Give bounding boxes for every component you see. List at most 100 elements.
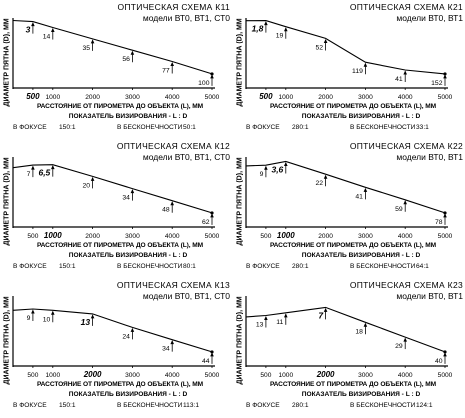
x-tick-label: 2000 bbox=[85, 233, 100, 240]
arrow-head bbox=[130, 50, 135, 55]
spot-value-label: 34 bbox=[162, 346, 170, 353]
arrow-head bbox=[264, 21, 268, 26]
arrow-head bbox=[323, 307, 328, 312]
ratio-row: В ФОКУСЕ 280:1 В БЕСКОНЕЧНОСТИ64:1 bbox=[246, 263, 446, 270]
arrow-head bbox=[443, 352, 447, 357]
chart-panel: 500 1000 2000 3000 4000 5000 9 10 13 24 34 44 ОПТИЧЕ… bbox=[0, 280, 231, 418]
x-tick-label: 2000 bbox=[85, 94, 100, 101]
ratio-label: ПОКАЗАТЕЛЬ ВИЗИРОВАНИЯ - L : D bbox=[301, 113, 421, 120]
arrow-head bbox=[443, 74, 447, 79]
ratio-label: ПОКАЗАТЕЛЬ ВИЗИРОВАНИЯ - L : D bbox=[301, 252, 421, 259]
spot-value-label: 9 bbox=[27, 315, 31, 322]
x-axis-label: РАССТОЯНИЕ ОТ ПИРОМЕТРА ДО ОБЪЕКТА (L), … bbox=[269, 103, 437, 110]
focus-label: В ФОКУСЕ bbox=[13, 263, 47, 270]
ratio-row: В ФОКУСЕ 280:1 В БЕСКОНЕЧНОСТИ124:1 bbox=[246, 402, 446, 409]
x-tick-label: 4000 bbox=[165, 233, 180, 240]
infinity-label: В БЕСКОНЕЧНОСТИ bbox=[350, 402, 416, 409]
spot-value-label: 44 bbox=[202, 358, 210, 365]
chart-plot: 500 1000 2000 3000 4000 5000 3 14 35 56 77 100 bbox=[12, 18, 220, 101]
x-tick-label: 5000 bbox=[205, 233, 220, 240]
arrow-head bbox=[443, 213, 447, 218]
curve-end-point bbox=[443, 72, 447, 76]
x-axis-label: РАССТОЯНИЕ ОТ ПИРОМЕТРА ДО ОБЪЕКТА (L), … bbox=[36, 103, 204, 110]
arrow-head bbox=[31, 22, 35, 27]
y-axis-label: ДИАМЕТР ПЯТНА (D), ММ bbox=[3, 296, 11, 385]
spot-value-label: 41 bbox=[355, 193, 363, 200]
infinity-ratio: 124:1 bbox=[416, 402, 433, 409]
spot-value-label: 59 bbox=[395, 206, 403, 213]
x-tick-label: 500 bbox=[27, 372, 38, 379]
arrow-head bbox=[284, 161, 288, 166]
chart-plot: 500 1000 2000 3000 4000 5000 9 10 13 24 34 44 bbox=[12, 296, 220, 379]
chart-panel: 500 1000 2000 3000 4000 5000 1,8 19 52 119 41 152 ОП… bbox=[233, 2, 464, 140]
spot-value-label: 10 bbox=[43, 316, 51, 323]
spot-value-label: 9 bbox=[260, 171, 264, 178]
arrow-head bbox=[130, 189, 135, 194]
chart-subtitle: модели ВТ0, ВТ1, СТ0 bbox=[142, 13, 230, 23]
x-tick-label: 1000 bbox=[44, 231, 62, 240]
x-tick-label: 1000 bbox=[45, 372, 60, 379]
spot-size-line bbox=[12, 308, 213, 353]
curve-end-point bbox=[443, 211, 447, 215]
ratio-label: ПОКАЗАТЕЛЬ ВИЗИРОВАНИЯ - L : D bbox=[301, 391, 421, 398]
arrow-head bbox=[403, 70, 407, 75]
arrow-head bbox=[284, 27, 288, 32]
infinity-label: В БЕСКОНЕЧНОСТИ bbox=[117, 124, 183, 131]
x-tick-label: 4000 bbox=[398, 233, 413, 240]
x-tick-label: 5000 bbox=[205, 94, 220, 101]
arrow-head bbox=[51, 310, 55, 315]
chart-plot: 500 1000 2000 3000 4000 5000 7 6,5 20 34 48 62 bbox=[12, 157, 220, 240]
arrow-head bbox=[210, 213, 214, 218]
spot-value-label: 29 bbox=[395, 343, 403, 350]
focus-ratio: 280:1 bbox=[292, 263, 309, 270]
curve-end-point bbox=[210, 211, 214, 215]
x-axis-label: РАССТОЯНИЕ ОТ ПИРОМЕТРА ДО ОБЪЕКТА (L), … bbox=[269, 242, 437, 249]
y-axis-label: ДИАМЕТР ПЯТНА (D), ММ bbox=[3, 18, 11, 107]
focus-label: В ФОКУСЕ bbox=[13, 124, 47, 131]
arrow-head bbox=[31, 309, 35, 314]
x-tick-label: 500 bbox=[260, 233, 271, 240]
infinity-ratio: 64:1 bbox=[416, 263, 429, 270]
infinity-ratio: 50:1 bbox=[183, 124, 196, 131]
ratio-label: ПОКАЗАТЕЛЬ ВИЗИРОВАНИЯ - L : D bbox=[68, 252, 188, 259]
spot-value-label: 7 bbox=[318, 310, 324, 320]
spot-size-line bbox=[245, 160, 446, 214]
x-tick-label: 3000 bbox=[125, 94, 140, 101]
x-tick-label: 4000 bbox=[165, 94, 180, 101]
x-tick-label: 500 bbox=[26, 92, 40, 101]
y-axis-label: ДИАМЕТР ПЯТНА (D), ММ bbox=[236, 18, 244, 107]
spot-value-label: 6,5 bbox=[38, 168, 50, 178]
infinity-label: В БЕСКОНЕЧНОСТИ bbox=[350, 124, 416, 131]
arrow-head bbox=[90, 176, 95, 181]
spot-value-label: 40 bbox=[435, 358, 443, 365]
focus-ratio: 280:1 bbox=[292, 124, 309, 131]
focus-label: В ФОКУСЕ bbox=[246, 402, 280, 409]
chart-title: ОПТИЧЕСКАЯ СХЕМА К12 bbox=[116, 141, 230, 151]
x-tick-label: 4000 bbox=[398, 94, 413, 101]
spot-value-label: 18 bbox=[355, 328, 363, 335]
infinity-label: В БЕСКОНЕЧНОСТИ bbox=[117, 263, 183, 270]
spot-value-label: 56 bbox=[122, 56, 130, 63]
infinity-ratio: 80:1 bbox=[183, 263, 196, 270]
x-tick-label: 1000 bbox=[278, 94, 293, 101]
spot-value-label: 3 bbox=[26, 25, 31, 35]
x-tick-label: 4000 bbox=[165, 372, 180, 379]
arrow-head bbox=[51, 28, 55, 33]
arrow-head bbox=[170, 340, 174, 345]
x-tick-label: 3000 bbox=[358, 94, 373, 101]
arrow-head bbox=[210, 74, 214, 79]
spot-value-label: 52 bbox=[316, 44, 324, 51]
x-axis-label: РАССТОЯНИЕ ОТ ПИРОМЕТРА ДО ОБЪЕКТА (L), … bbox=[36, 381, 204, 388]
x-tick-label: 3000 bbox=[358, 233, 373, 240]
x-tick-label: 4000 bbox=[398, 372, 413, 379]
spot-value-label: 24 bbox=[122, 333, 130, 340]
x-tick-label: 3000 bbox=[125, 372, 140, 379]
arrow-head bbox=[284, 313, 288, 318]
spot-value-label: 48 bbox=[162, 207, 170, 214]
arrow-head bbox=[403, 337, 407, 342]
chart-title: ОПТИЧЕСКАЯ СХЕМА К23 bbox=[349, 280, 463, 290]
chart-title: ОПТИЧЕСКАЯ СХЕМА К22 bbox=[349, 141, 463, 151]
arrow-head bbox=[323, 38, 328, 43]
arrow-head bbox=[51, 165, 55, 170]
arrow-head bbox=[210, 352, 214, 357]
